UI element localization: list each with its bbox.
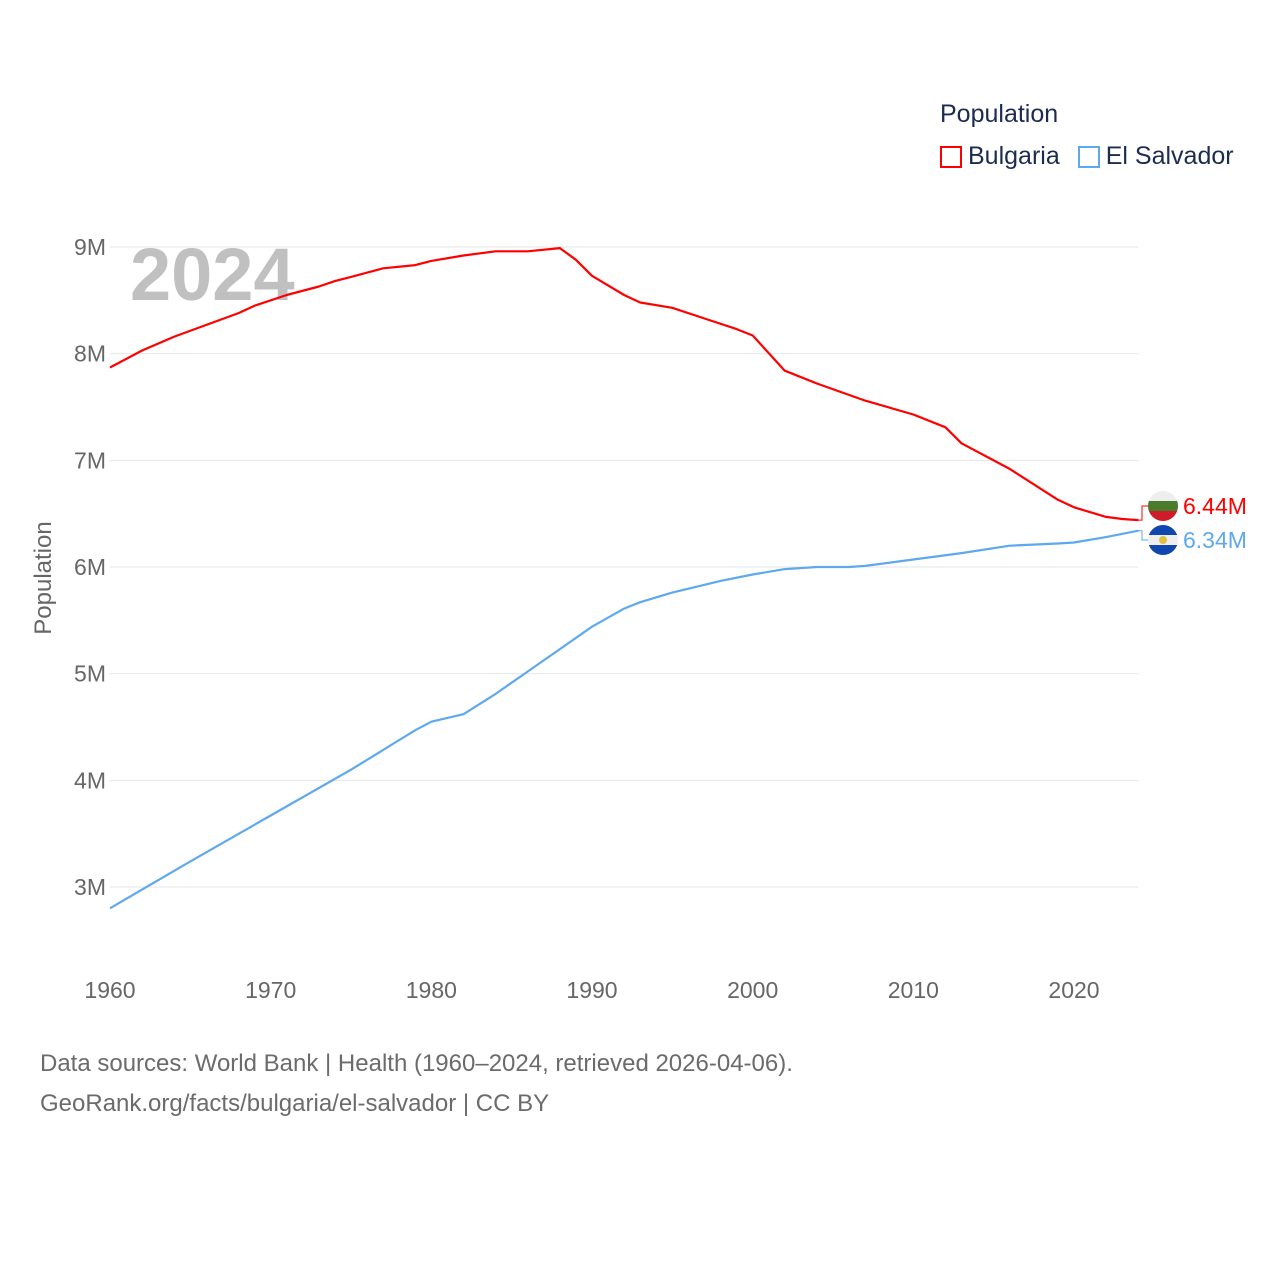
- x-tick-label: 1960: [84, 977, 135, 1003]
- legend-item-bulgaria[interactable]: Bulgaria: [940, 142, 1060, 171]
- y-tick-label: 9M: [74, 234, 106, 260]
- y-tick-label: 4M: [74, 767, 106, 793]
- legend-swatch-bulgaria: [940, 145, 962, 168]
- legend: Bulgaria El Salvador: [940, 142, 1234, 171]
- end-label-connector: [1138, 505, 1148, 521]
- flag-icon-bulgaria: [1148, 491, 1178, 521]
- series-line-bulgaria[interactable]: [109, 247, 1139, 522]
- y-axis-label: Population: [30, 521, 57, 634]
- source-line: Data sources: World Bank | Health (1960–…: [40, 1050, 793, 1077]
- y-tick-label: 8M: [74, 341, 106, 367]
- x-tick-label: 1970: [245, 977, 296, 1003]
- end-value-label: 6.44M: [1183, 493, 1247, 519]
- year-watermark: 2024: [130, 233, 295, 316]
- source-link[interactable]: GeoRank.org/facts/bulgaria/el-salvador |…: [40, 1090, 550, 1117]
- flag-icon-el-salvador: [1148, 525, 1178, 555]
- source-note: Data sources: World Bank | Health (1960–…: [40, 1044, 793, 1124]
- end-value-label: 6.34M: [1183, 527, 1247, 553]
- legend-label: El Salvador: [1105, 142, 1234, 170]
- x-tick-label: 1980: [406, 977, 457, 1003]
- x-tick-label: 1990: [566, 977, 617, 1003]
- legend-title: Population: [940, 100, 1059, 128]
- y-tick-label: 5M: [74, 661, 106, 687]
- series-line-el-salvador[interactable]: [109, 529, 1139, 910]
- y-tick-label: 3M: [74, 874, 106, 900]
- legend-item-el-salvador[interactable]: El Salvador: [1077, 142, 1234, 171]
- x-tick-label: 2020: [1048, 977, 1099, 1003]
- legend-label: Bulgaria: [968, 142, 1060, 170]
- end-label-connector: [1138, 530, 1148, 541]
- legend-swatch-el-salvador: [1077, 145, 1100, 168]
- x-tick-label: 2010: [888, 977, 939, 1003]
- x-tick-label: 2000: [727, 977, 778, 1003]
- y-tick-label: 7M: [74, 447, 106, 473]
- y-tick-label: 6M: [74, 554, 106, 580]
